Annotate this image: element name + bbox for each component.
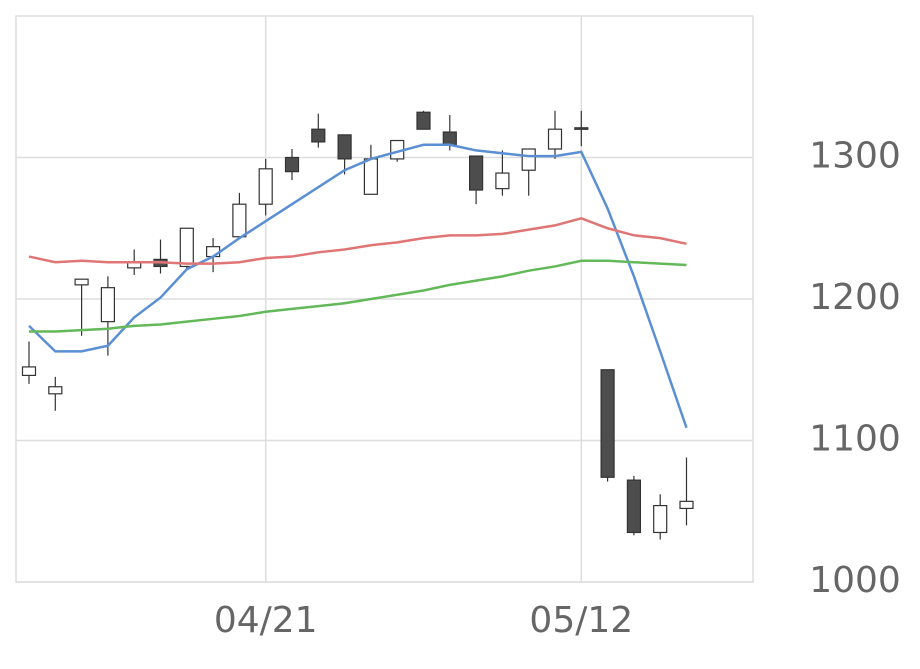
candle-body: [547, 128, 563, 150]
candle-body: [521, 148, 536, 171]
candle-body: [653, 504, 668, 534]
candle-body: [574, 127, 589, 130]
moving-average-line: [28, 217, 687, 265]
candle-body: [48, 386, 63, 395]
y-tick-label: 1000: [809, 560, 901, 601]
candle-body: [469, 155, 484, 191]
moving-average-line: [29, 259, 687, 333]
candle-body: [258, 168, 273, 205]
y-tick-label: 1100: [809, 419, 901, 460]
candle-body: [284, 156, 300, 173]
candle-body: [74, 278, 89, 286]
x-tick-label: 04/21: [214, 600, 318, 641]
candle-body: [442, 131, 457, 146]
y-tick-label: 1200: [809, 277, 901, 318]
candle-body: [179, 227, 194, 268]
candle-body: [337, 134, 352, 160]
candle-body: [363, 158, 378, 195]
y-tick-label: 1300: [809, 136, 901, 177]
candle-body: [100, 287, 116, 323]
moving-average-line: [28, 143, 688, 429]
x-tick-label: 05/12: [529, 600, 633, 641]
candle-body: [626, 479, 642, 534]
candle-body: [679, 500, 694, 510]
candle-body: [311, 128, 326, 143]
candle-body: [600, 369, 615, 478]
candle-body: [21, 366, 37, 377]
candle-body: [416, 111, 431, 130]
candle-body: [495, 172, 510, 190]
candle-body: [232, 203, 247, 238]
